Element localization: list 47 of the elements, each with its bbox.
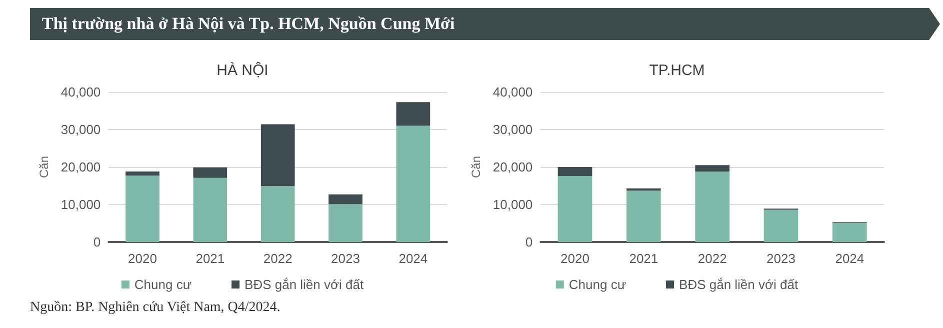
bar xyxy=(126,172,160,176)
x-tick-label: 2021 xyxy=(629,251,658,266)
y-tick-label: 0 xyxy=(93,234,101,250)
x-tick-label: 2021 xyxy=(196,251,225,266)
y-tick-label: 30,000 xyxy=(60,122,101,137)
bar xyxy=(126,176,160,242)
y-tick-label: 40,000 xyxy=(60,84,101,100)
y-tick-label: 20,000 xyxy=(492,160,533,174)
y-tick-label: 40,000 xyxy=(492,84,533,100)
bar xyxy=(396,102,430,126)
bar xyxy=(558,167,592,176)
bar xyxy=(328,204,362,242)
bar xyxy=(626,190,661,242)
y-tick-label: 10,000 xyxy=(60,197,101,212)
y-tick-label: 20,000 xyxy=(60,160,101,174)
bar xyxy=(260,186,295,242)
bar xyxy=(695,172,730,242)
y-tick-label: 30,000 xyxy=(492,122,533,137)
x-tick-label: 2020 xyxy=(128,251,157,266)
chart-title: TP.HCM xyxy=(649,62,705,79)
bar xyxy=(764,210,798,242)
legend-label: Chung cư xyxy=(568,277,626,292)
x-tick-label: 2024 xyxy=(398,251,428,266)
y-tick-label: 0 xyxy=(525,234,533,250)
x-tick-label: 2023 xyxy=(766,251,796,266)
legend-label: BĐS gắn liền với đất xyxy=(679,277,798,292)
text: Nguồn: BP. Nghiên cứu Việt Nam, Q4/2024. xyxy=(30,300,280,316)
bar xyxy=(193,178,228,242)
legend-label: BĐS gắn liền với đất xyxy=(244,277,364,292)
x-tick-label: 2023 xyxy=(331,251,360,266)
bar xyxy=(193,167,228,178)
text: Thị trường nhà ở Hà Nội và Tp. HCM, Nguồn Cung Mới xyxy=(30,8,940,40)
y-axis-title: Căn xyxy=(469,156,483,178)
bar xyxy=(396,126,430,242)
legend-label: Chung cư xyxy=(134,277,192,292)
x-tick-label: 2022 xyxy=(698,251,727,266)
bar xyxy=(832,222,867,242)
bar xyxy=(260,124,295,186)
x-tick-label: 2024 xyxy=(835,251,864,266)
y-axis-title: Căn xyxy=(37,156,51,178)
x-tick-label: 2020 xyxy=(560,251,590,266)
chart-title: HÀ NỘI xyxy=(216,61,268,79)
y-tick-label: 10,000 xyxy=(492,197,533,212)
bar xyxy=(328,194,362,204)
bar xyxy=(558,176,592,242)
x-tick-label: 2022 xyxy=(263,251,292,266)
bar xyxy=(695,165,730,172)
